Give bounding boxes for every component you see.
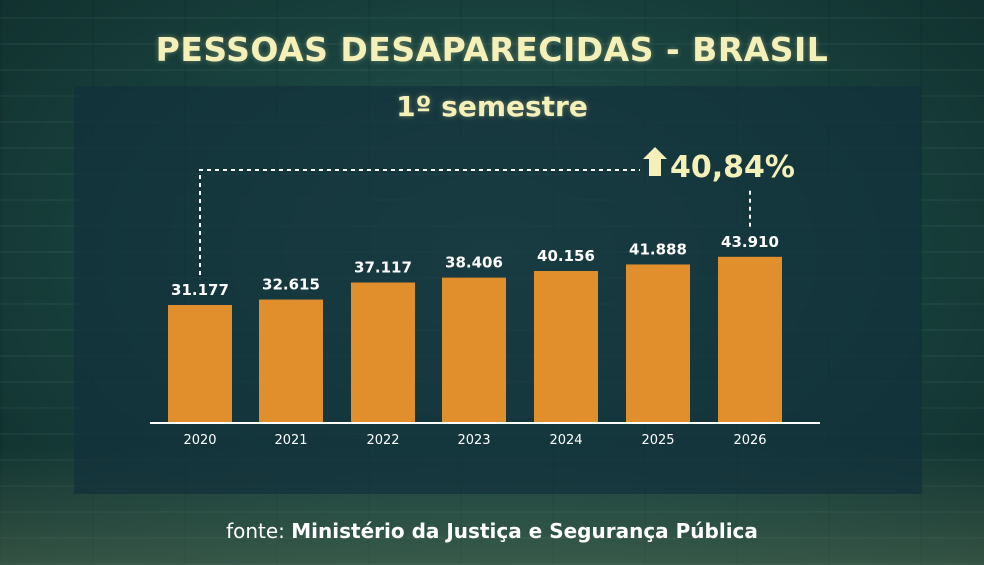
bar-value-label-2026: 43.910 <box>721 233 779 251</box>
bar-2022 <box>351 282 415 423</box>
bar-value-label-2025: 41.888 <box>629 240 687 258</box>
source-prefix: fonte: <box>226 519 285 543</box>
source-note: fonte: Ministério da Justiça e Segurança… <box>0 519 984 543</box>
bars-layer: 31.177 32.615 37.117 38.406 40.156 41.888 43.9… <box>168 233 782 423</box>
x-tick-2025: 2025 <box>641 433 674 448</box>
bar-value-label-2020: 31.177 <box>171 281 229 299</box>
bar-value-label-2022: 37.117 <box>354 259 412 277</box>
bar-value-label-2023: 38.406 <box>445 254 503 272</box>
growth-annotation: 40,84% <box>199 147 795 275</box>
chart-subtitle: 1º semestre <box>396 90 588 123</box>
bar-2023 <box>442 277 506 423</box>
bar-2021 <box>259 299 323 423</box>
x-tick-2023: 2023 <box>457 433 490 448</box>
bar-2020 <box>168 305 232 423</box>
x-tick-2024: 2024 <box>549 433 582 448</box>
growth-bracket-left <box>199 169 640 275</box>
x-tick-2022: 2022 <box>366 433 399 448</box>
bar-2026 <box>718 256 782 423</box>
ticks-layer: 2020 2021 2022 2023 2024 2025 2026 <box>183 433 766 448</box>
x-tick-2021: 2021 <box>274 433 307 448</box>
x-tick-2020: 2020 <box>183 433 216 448</box>
arrow-up-icon <box>643 147 667 176</box>
bar-2025 <box>626 264 690 423</box>
growth-percentage: 40,84% <box>670 150 795 185</box>
bar-2024 <box>534 271 598 423</box>
x-tick-2026: 2026 <box>733 433 766 448</box>
bar-value-label-2024: 40.156 <box>537 247 595 265</box>
bar-value-label-2021: 32.615 <box>262 276 320 294</box>
source-name: Ministério da Justiça e Segurança Públic… <box>291 519 758 543</box>
chart-title: PESSOAS DESAPARECIDAS - BRASIL <box>155 30 829 69</box>
